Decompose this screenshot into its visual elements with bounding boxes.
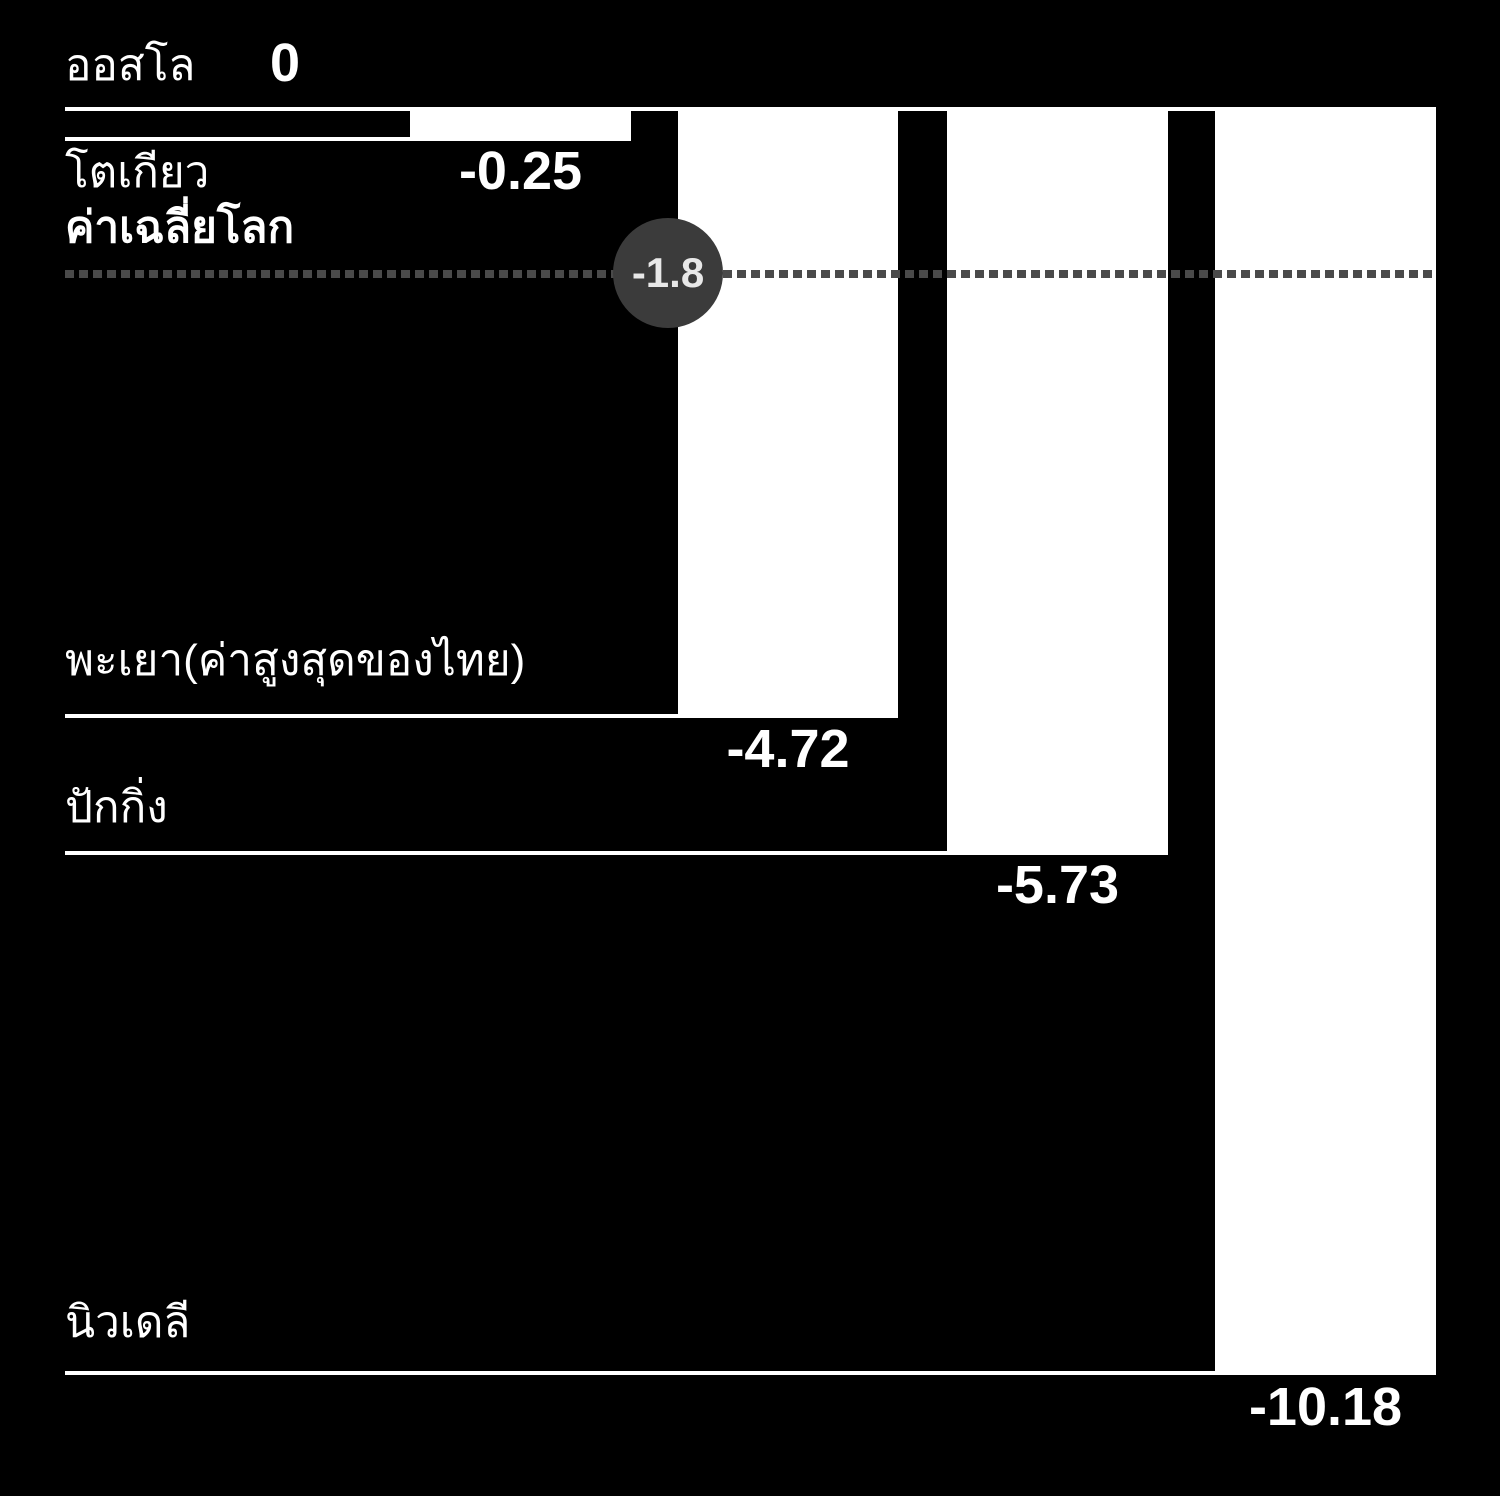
world-average-value: -1.8 xyxy=(631,249,705,296)
bar-beijing xyxy=(947,107,1168,855)
label-world-average: ค่าเฉลี่ยโลก xyxy=(65,203,295,252)
bar-new-delhi xyxy=(1215,107,1436,1375)
label-new-delhi: นิวเดลี xyxy=(65,1298,191,1347)
label-tokyo: โตเกียว xyxy=(65,148,210,197)
bar-phayao xyxy=(678,107,898,718)
value-beijing: -5.73 xyxy=(995,855,1120,915)
value-oslo: 0 xyxy=(269,33,301,93)
underline-new-delhi xyxy=(65,1371,1436,1375)
value-tokyo: -0.25 xyxy=(458,141,583,201)
underline-phayao xyxy=(65,714,898,718)
bar-tokyo xyxy=(410,107,631,141)
world-average-dotted-line xyxy=(65,270,1436,278)
baseline-axis xyxy=(65,107,1436,111)
value-new-delhi: -10.18 xyxy=(1248,1377,1403,1437)
label-phayao: พะเยา(ค่าสูงสุดของไทย) xyxy=(65,636,526,685)
underline-beijing xyxy=(65,851,1168,855)
label-beijing: ปักกิ่ง xyxy=(65,783,168,832)
world-average-badge: -1.8 xyxy=(613,218,723,328)
value-phayao: -4.72 xyxy=(726,719,850,779)
underline-tokyo xyxy=(65,137,631,141)
label-oslo: ออสโล xyxy=(65,41,196,90)
